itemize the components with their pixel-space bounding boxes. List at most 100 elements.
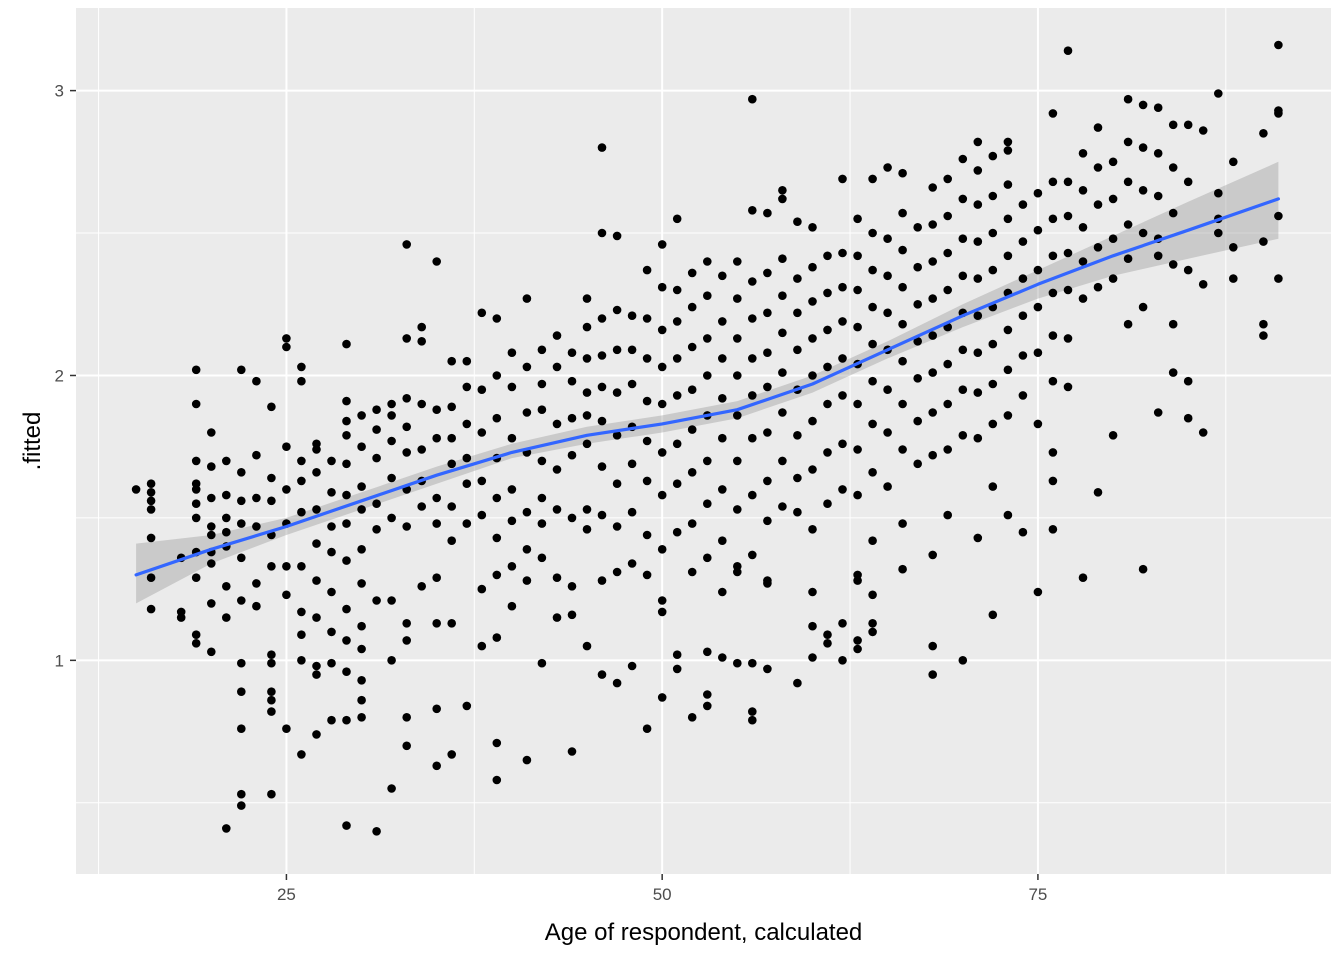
data-point xyxy=(342,459,351,469)
data-point xyxy=(237,724,246,733)
data-point xyxy=(853,576,862,585)
data-point xyxy=(1048,448,1058,457)
data-point xyxy=(342,667,351,676)
data-point xyxy=(552,505,562,514)
data-point xyxy=(462,479,472,489)
data-point xyxy=(567,582,577,591)
data-point xyxy=(898,168,907,178)
data-point xyxy=(1274,274,1283,283)
data-point xyxy=(312,730,321,739)
data-point xyxy=(808,262,817,272)
data-point xyxy=(342,416,351,426)
data-point xyxy=(342,431,351,440)
data-point xyxy=(507,382,517,392)
smooth-line xyxy=(134,197,1280,577)
data-point xyxy=(808,223,817,232)
data-point xyxy=(793,274,802,283)
data-point xyxy=(387,411,396,420)
data-point xyxy=(973,166,983,175)
data-point xyxy=(1003,325,1013,335)
data-point xyxy=(868,627,877,637)
data-point xyxy=(507,562,517,571)
data-point xyxy=(372,425,381,434)
data-point xyxy=(191,630,201,639)
data-point xyxy=(567,747,577,756)
y-tick-label: 2 xyxy=(55,366,64,385)
data-point xyxy=(522,294,532,303)
data-point xyxy=(402,394,412,403)
data-point xyxy=(342,339,351,349)
data-point xyxy=(1153,251,1163,261)
data-point xyxy=(1033,265,1043,275)
data-point xyxy=(973,348,983,358)
data-point xyxy=(687,385,697,395)
data-point xyxy=(462,356,472,366)
data-point xyxy=(432,573,442,582)
data-point xyxy=(973,533,983,543)
data-point xyxy=(1078,294,1088,303)
data-point xyxy=(582,411,592,420)
data-point xyxy=(597,351,607,360)
data-point xyxy=(432,704,442,714)
data-point xyxy=(672,354,682,363)
data-point xyxy=(146,496,156,506)
data-point xyxy=(477,584,487,594)
data-point xyxy=(898,319,907,329)
y-tick-label: 1 xyxy=(55,651,64,670)
data-point xyxy=(868,302,877,312)
data-point xyxy=(597,382,607,392)
data-point xyxy=(868,228,877,238)
data-point xyxy=(327,547,336,557)
data-point xyxy=(282,590,291,600)
data-point xyxy=(733,505,742,514)
data-point xyxy=(657,325,667,335)
data-point xyxy=(1093,282,1103,292)
data-point xyxy=(402,636,412,645)
data-point xyxy=(853,490,862,500)
data-point xyxy=(1048,331,1058,340)
data-point xyxy=(507,433,517,443)
data-point xyxy=(612,345,622,355)
data-point xyxy=(552,419,562,429)
data-point xyxy=(1063,46,1073,55)
data-point xyxy=(642,436,652,446)
data-point xyxy=(357,579,366,588)
data-point xyxy=(402,522,412,531)
data-point xyxy=(928,670,937,679)
data-point xyxy=(1198,126,1208,135)
data-point xyxy=(297,456,306,466)
data-point xyxy=(763,308,772,318)
data-point xyxy=(1138,186,1148,195)
data-point xyxy=(237,519,246,528)
data-point xyxy=(823,288,832,298)
data-point xyxy=(207,647,216,657)
data-point xyxy=(312,505,321,514)
data-point xyxy=(207,428,216,437)
data-point xyxy=(462,419,472,429)
data-point xyxy=(838,174,847,184)
data-point xyxy=(642,354,652,363)
data-point xyxy=(838,354,847,363)
data-point xyxy=(808,525,817,534)
data-point xyxy=(703,647,712,657)
data-point xyxy=(1018,391,1028,400)
data-point xyxy=(1078,223,1088,232)
data-point xyxy=(297,476,306,486)
data-point xyxy=(748,94,757,104)
data-point xyxy=(838,282,847,292)
data-point xyxy=(582,641,592,651)
data-point xyxy=(237,789,246,799)
data-point xyxy=(492,775,502,785)
data-point xyxy=(898,356,907,366)
data-point xyxy=(342,519,351,528)
data-point xyxy=(597,314,607,323)
data-point xyxy=(447,433,457,443)
data-point xyxy=(672,391,682,400)
data-point xyxy=(913,459,922,469)
data-point xyxy=(718,317,727,326)
data-point xyxy=(1183,376,1193,386)
data-point xyxy=(853,445,862,454)
data-point xyxy=(1198,428,1208,437)
data-point xyxy=(1063,382,1073,392)
data-point xyxy=(432,405,442,415)
